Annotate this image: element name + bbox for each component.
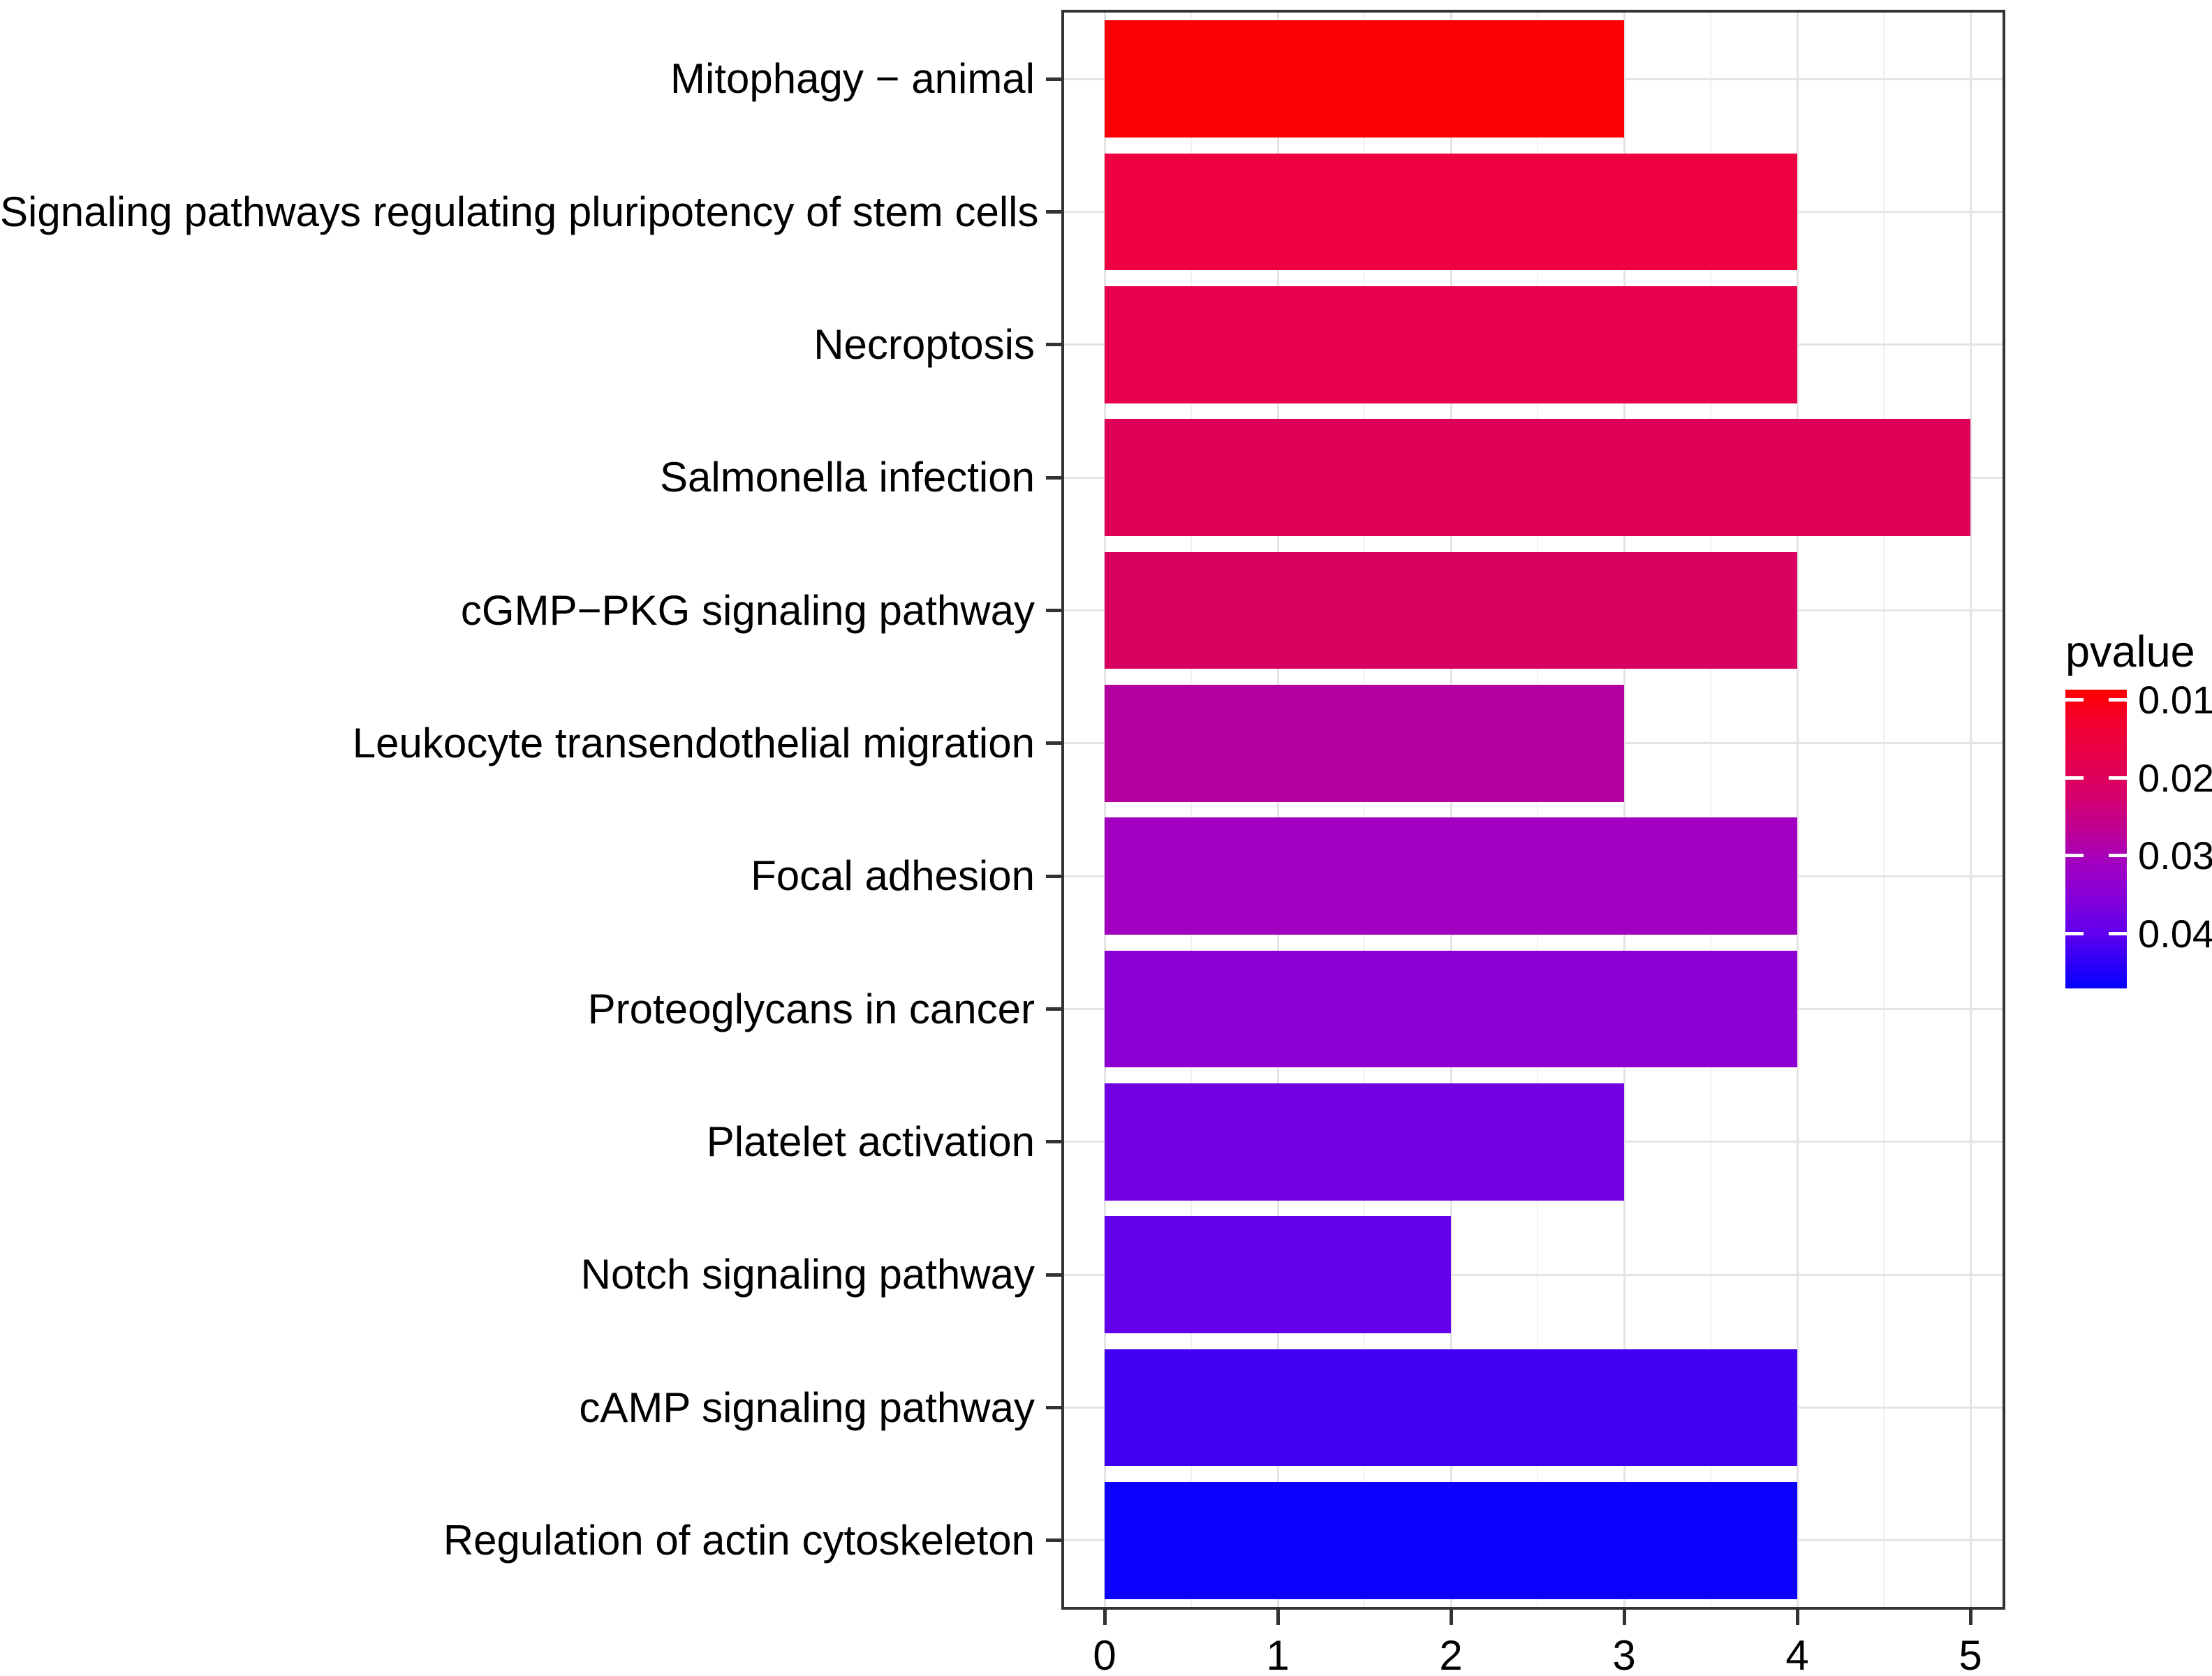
- major-gridline: [1623, 13, 1625, 1607]
- major-gridline: [1969, 13, 1972, 1607]
- x-axis-tick: [1276, 1610, 1280, 1625]
- y-axis-label: Platelet activation: [706, 1118, 1035, 1165]
- y-axis-tick: [1046, 1007, 1061, 1011]
- y-axis-tick: [1046, 609, 1061, 612]
- bar-10: [1105, 1216, 1451, 1333]
- y-axis-label: Salmonella infection: [660, 454, 1035, 501]
- bar-7: [1105, 817, 1797, 935]
- major-gridline: [1103, 13, 1106, 1607]
- bar-9: [1105, 1083, 1624, 1201]
- y-axis-label: Regulation of actin cytoskeleton: [443, 1516, 1035, 1564]
- minor-gridline: [1537, 13, 1538, 1607]
- y-axis-tick: [1046, 77, 1061, 81]
- legend-gradient-colorbar: [2065, 690, 2127, 988]
- y-axis-tick: [1046, 210, 1061, 214]
- major-gridline: [1450, 13, 1452, 1607]
- legend-tick-left: [2065, 854, 2084, 858]
- row-gridline: [1064, 1273, 2003, 1276]
- x-axis-label: 5: [1959, 1632, 1982, 1676]
- legend-tick-left: [2065, 698, 2084, 702]
- y-axis-label: Mitophagy − animal: [670, 55, 1035, 103]
- legend-tick-left: [2065, 776, 2084, 780]
- legend-tick-label: 0.04: [2138, 911, 2212, 956]
- major-gridline: [1796, 13, 1799, 1607]
- y-axis-label: Proteoglycans in cancer: [587, 985, 1035, 1032]
- x-axis-label: 1: [1266, 1632, 1290, 1676]
- legend-tick-label: 0.02: [2138, 755, 2212, 800]
- bar-12: [1105, 1482, 1797, 1599]
- legend-tick-label: 0.01: [2138, 677, 2212, 722]
- legend-tick-right: [2109, 776, 2127, 780]
- legend-tick-label: 0.03: [2138, 833, 2212, 877]
- legend-tick-right: [2109, 932, 2127, 936]
- x-axis-label: 2: [1439, 1632, 1463, 1676]
- x-axis-label: 4: [1785, 1632, 1809, 1676]
- x-axis-label: 3: [1612, 1632, 1636, 1676]
- bar-2: [1105, 153, 1797, 271]
- legend-tick-left: [2065, 932, 2084, 936]
- y-axis-tick: [1046, 475, 1061, 480]
- minor-gridline: [1190, 13, 1192, 1607]
- y-axis-label: Leukocyte transendothelial migration: [352, 719, 1035, 766]
- legend-tick-right: [2109, 698, 2127, 702]
- y-axis-tick: [1046, 1273, 1061, 1277]
- y-axis-tick: [1046, 1406, 1061, 1409]
- x-axis-tick: [1449, 1610, 1453, 1625]
- bar-5: [1105, 551, 1797, 669]
- bar-8: [1105, 950, 1797, 1068]
- x-axis-label: 0: [1093, 1632, 1116, 1676]
- y-axis-tick: [1046, 1140, 1061, 1144]
- major-gridline: [1276, 13, 1279, 1607]
- bar-1: [1105, 20, 1624, 138]
- y-axis-tick: [1046, 741, 1061, 746]
- minor-gridline: [1710, 13, 1711, 1607]
- x-axis-tick: [1622, 1610, 1626, 1625]
- bar-4: [1105, 419, 1970, 536]
- x-axis-tick: [1103, 1610, 1107, 1625]
- legend-tick-right: [2109, 854, 2127, 858]
- bar-3: [1105, 286, 1797, 403]
- bar-11: [1105, 1349, 1797, 1467]
- y-axis-label: Necroptosis: [813, 320, 1035, 368]
- y-axis-label: Signaling pathways regulating pluripoten…: [0, 188, 1039, 235]
- bar-6: [1105, 685, 1624, 802]
- x-axis-tick: [1795, 1610, 1799, 1625]
- y-axis-label: cGMP−PKG signaling pathway: [460, 586, 1035, 634]
- plot-panel: [1061, 10, 2005, 1610]
- y-axis-tick: [1046, 1538, 1061, 1543]
- y-axis-label: Focal adhesion: [751, 852, 1035, 900]
- y-axis-tick: [1046, 343, 1061, 347]
- minor-gridline: [1364, 13, 1365, 1607]
- legend-title: pvalue: [2065, 628, 2195, 676]
- y-axis-label: Notch signaling pathway: [580, 1251, 1035, 1298]
- minor-gridline: [1883, 13, 1885, 1607]
- y-axis-label: cAMP signaling pathway: [579, 1384, 1035, 1431]
- x-axis-tick: [1968, 1610, 1973, 1625]
- y-axis-tick: [1046, 874, 1061, 878]
